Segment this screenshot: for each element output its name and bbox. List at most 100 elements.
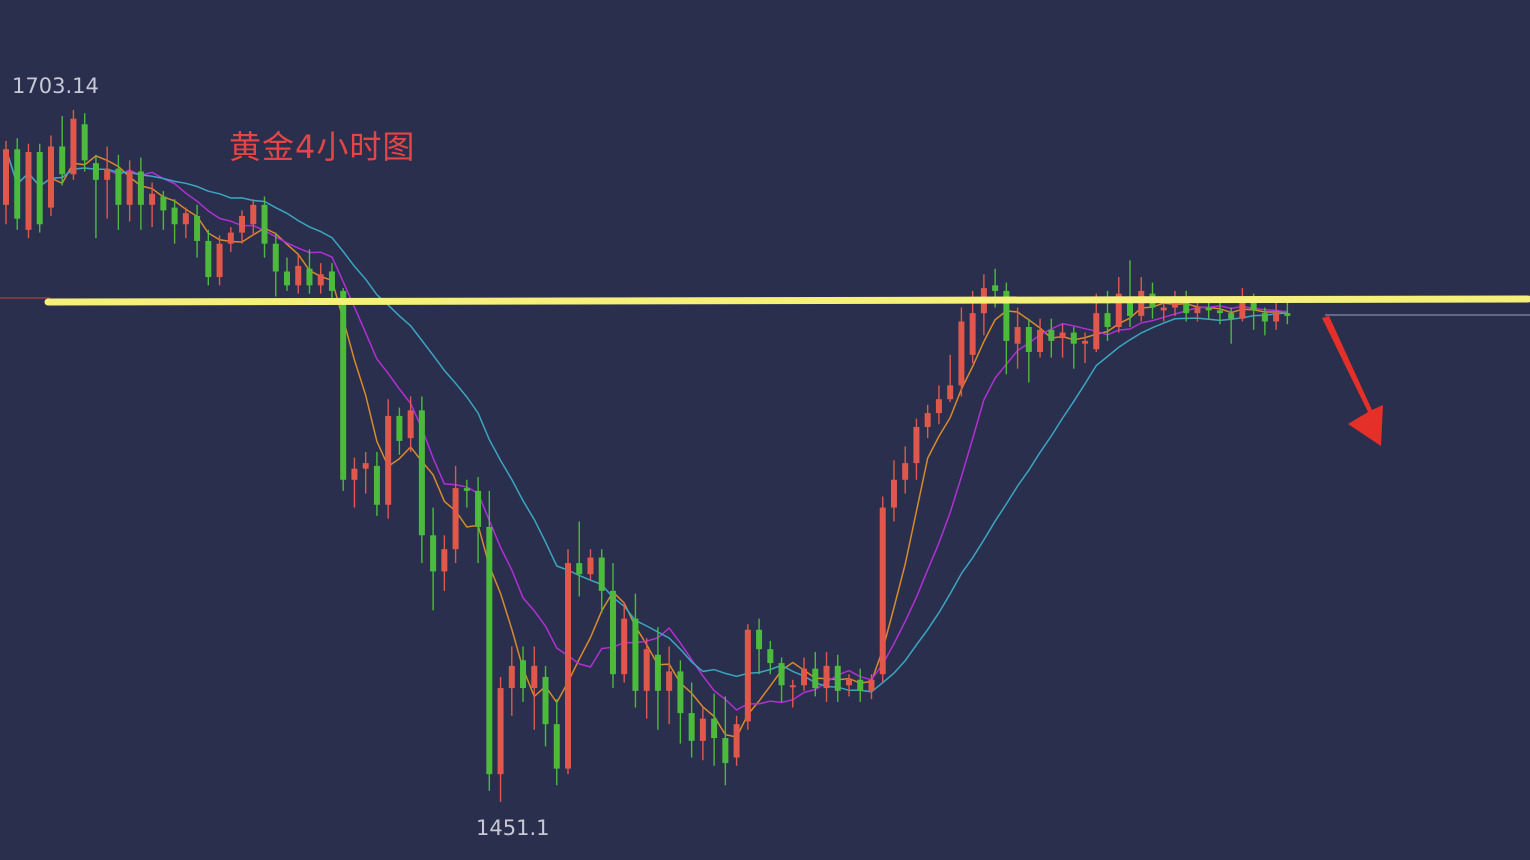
candle-body bbox=[778, 663, 785, 686]
candle-body bbox=[59, 146, 66, 175]
candle-body bbox=[81, 124, 88, 161]
candle-body bbox=[497, 688, 504, 775]
candle-body bbox=[924, 413, 931, 428]
candle-body bbox=[677, 671, 684, 714]
candle-body bbox=[205, 240, 212, 278]
candle-body bbox=[317, 274, 324, 286]
candle-body bbox=[250, 204, 257, 225]
candle-body bbox=[1014, 327, 1021, 344]
candle-body bbox=[621, 618, 628, 675]
candle-body bbox=[1250, 299, 1257, 311]
candle-body bbox=[14, 149, 21, 219]
candle-body bbox=[104, 168, 111, 180]
candle-body bbox=[171, 207, 178, 225]
candle-body bbox=[1070, 332, 1077, 344]
candle-body bbox=[115, 168, 122, 205]
candle-body bbox=[812, 668, 819, 689]
candle-body bbox=[1059, 332, 1066, 339]
candle-body bbox=[295, 265, 302, 286]
candle-body bbox=[137, 171, 144, 205]
candle-body bbox=[767, 649, 774, 664]
candle-body bbox=[711, 718, 718, 739]
candle-body bbox=[47, 146, 54, 208]
candle-body bbox=[3, 149, 9, 205]
candle-body bbox=[1205, 307, 1212, 311]
low-price-label: 1451.1 bbox=[476, 816, 550, 840]
candle-body bbox=[239, 215, 246, 233]
candle-body bbox=[1048, 329, 1055, 341]
candle-body bbox=[598, 557, 605, 591]
candle-body bbox=[92, 163, 99, 180]
candle-body bbox=[1025, 327, 1032, 353]
candle-body bbox=[643, 649, 650, 691]
candle-body bbox=[1228, 313, 1235, 319]
candle-body bbox=[520, 660, 527, 689]
resistance-level-line bbox=[44, 295, 1530, 306]
candle-body bbox=[890, 479, 897, 508]
candle-body bbox=[463, 488, 470, 491]
candle-body bbox=[149, 193, 156, 205]
candle-body bbox=[744, 629, 751, 722]
candle-body bbox=[340, 290, 347, 480]
candle-body bbox=[733, 724, 740, 758]
ma-slow-line bbox=[5, 149, 1288, 693]
candle-body bbox=[632, 618, 639, 691]
candle-body bbox=[1171, 299, 1178, 308]
candle-body bbox=[969, 313, 976, 355]
candle-body bbox=[1183, 299, 1190, 314]
candle-body bbox=[362, 463, 369, 469]
candle-body bbox=[1082, 340, 1089, 344]
candle-body bbox=[25, 152, 32, 230]
candle-body bbox=[542, 676, 549, 725]
candle-body bbox=[261, 204, 268, 244]
candles bbox=[3, 110, 1291, 802]
candle-body bbox=[182, 213, 189, 225]
candle-body bbox=[1239, 296, 1246, 319]
candle-body bbox=[407, 410, 414, 439]
candle-body bbox=[565, 563, 571, 769]
candle-body bbox=[373, 465, 380, 505]
candle-body bbox=[688, 713, 695, 741]
down-arrow-icon bbox=[1322, 316, 1383, 446]
candle-body bbox=[992, 285, 999, 291]
candle-body bbox=[1138, 290, 1145, 316]
candle-body bbox=[789, 685, 796, 688]
candle-body bbox=[935, 399, 942, 414]
candle-body bbox=[486, 526, 493, 775]
candle-body bbox=[160, 196, 167, 211]
candle-body bbox=[508, 665, 515, 689]
candle-body bbox=[801, 668, 808, 686]
candle-body bbox=[913, 427, 920, 464]
chart-title: 黄金4小时图 bbox=[229, 128, 416, 166]
candle-body bbox=[1003, 290, 1010, 341]
candle-body bbox=[609, 590, 616, 675]
candle-body bbox=[284, 271, 290, 286]
candle-body bbox=[306, 268, 313, 286]
candle-body bbox=[1273, 313, 1280, 322]
candle-body bbox=[958, 321, 965, 386]
candle-body bbox=[1261, 313, 1268, 322]
candle-body bbox=[834, 665, 841, 691]
candle-body bbox=[947, 385, 954, 400]
candle-body bbox=[272, 243, 279, 272]
candle-body bbox=[194, 215, 201, 241]
resistance-level-group bbox=[0, 295, 1530, 316]
candle-body bbox=[1037, 329, 1044, 353]
high-price-label: 1703.14 bbox=[12, 74, 99, 98]
candle-body bbox=[879, 507, 886, 675]
candle-body bbox=[36, 152, 43, 225]
candle-body bbox=[756, 629, 763, 650]
candle-body bbox=[722, 738, 729, 764]
candle-body bbox=[846, 679, 852, 686]
candle-body bbox=[553, 724, 560, 769]
candle-body bbox=[328, 271, 335, 291]
candle-body bbox=[587, 557, 594, 575]
candle-body bbox=[1104, 313, 1111, 328]
candle-body bbox=[666, 671, 673, 691]
candle-body bbox=[227, 232, 234, 244]
candle-body bbox=[396, 415, 403, 441]
candle-body bbox=[430, 535, 437, 572]
candle-body bbox=[1194, 307, 1201, 314]
